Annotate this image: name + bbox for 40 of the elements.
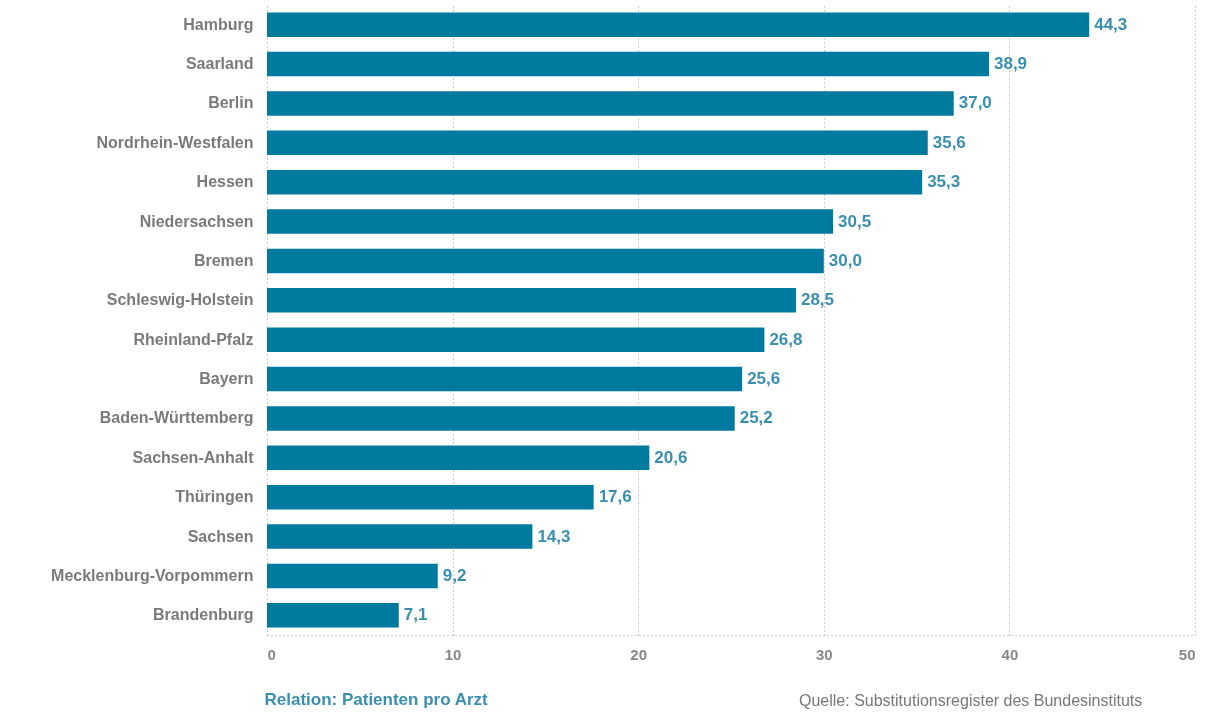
y-tick-label: Thüringen <box>175 488 254 506</box>
data-label: 35,6 <box>932 132 966 152</box>
x-tick-label: 20 <box>630 645 648 663</box>
data-label: 20,6 <box>654 447 688 467</box>
source-note: Quelle: Substitutionsregister des Bundesinstituts <box>799 692 1143 709</box>
y-tick-label: Hessen <box>196 173 254 191</box>
y-tick-label: Sachsen <box>187 527 254 545</box>
y-tick-label: Nordrhein-Westfalen <box>96 133 254 151</box>
y-tick-label: Rheinland-Pfalz <box>133 330 254 348</box>
data-label: 26,8 <box>769 329 803 349</box>
y-tick-label: Saarland <box>185 55 254 73</box>
x-tick-label: 50 <box>1178 645 1196 663</box>
data-label: 25,2 <box>739 408 773 428</box>
data-label: 28,5 <box>800 290 835 310</box>
x-tick-label: 0 <box>267 645 276 663</box>
data-label: 38,9 <box>993 54 1028 74</box>
x-tick-label: 10 <box>444 645 462 663</box>
x-tick-label: 30 <box>815 645 833 663</box>
data-label: 30,5 <box>838 211 872 231</box>
y-tick-label: Bayern <box>199 370 254 388</box>
y-tick-label: Schleswig-Holstein <box>106 291 254 309</box>
data-label: 44,3 <box>1094 14 1128 34</box>
data-label: 25,6 <box>747 369 781 389</box>
data-label: 37,0 <box>958 93 992 113</box>
data-label: 17,6 <box>598 487 632 507</box>
y-tick-label: Baden-Württemberg <box>99 409 254 427</box>
y-tick-label: Hamburg <box>183 15 254 33</box>
y-tick-label: Sachsen-Anhalt <box>132 448 255 466</box>
y-tick-label: Berlin <box>208 94 254 112</box>
data-label: 30,0 <box>828 250 862 270</box>
data-label: 9,2 <box>442 565 467 585</box>
y-tick-label: Mecklenburg-Vorpommern <box>51 566 254 584</box>
y-tick-label: Bremen <box>193 251 254 269</box>
y-tick-label: Brandenburg <box>153 606 254 624</box>
data-label: 7,1 <box>403 605 428 625</box>
data-label: 35,3 <box>927 172 961 192</box>
x-tick-label: 40 <box>1001 645 1019 663</box>
y-tick-label: Niedersachsen <box>139 212 254 230</box>
x-axis-title: Relation: Patienten pro Arzt <box>264 689 489 709</box>
data-label: 14,3 <box>537 526 571 546</box>
